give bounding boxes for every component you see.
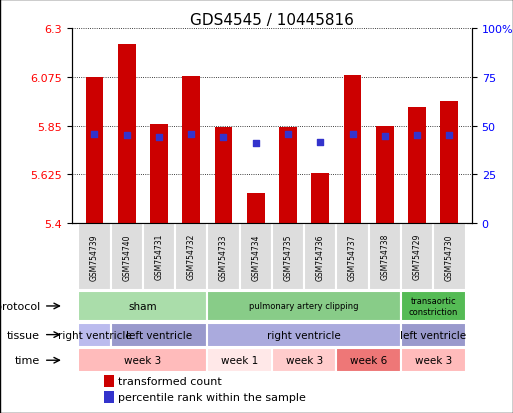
- Point: [155, 135, 163, 141]
- Text: percentile rank within the sample: percentile rank within the sample: [118, 392, 306, 402]
- Title: GDS4545 / 10445816: GDS4545 / 10445816: [190, 13, 354, 28]
- FancyBboxPatch shape: [207, 348, 272, 373]
- FancyBboxPatch shape: [207, 323, 401, 347]
- Text: week 6: week 6: [350, 355, 387, 366]
- FancyBboxPatch shape: [433, 223, 465, 290]
- Bar: [311, 174, 329, 223]
- Text: tissue: tissue: [7, 330, 40, 340]
- FancyBboxPatch shape: [369, 223, 401, 290]
- Text: GSM754733: GSM754733: [219, 233, 228, 280]
- Bar: [118, 45, 135, 223]
- Bar: [214, 127, 232, 223]
- FancyBboxPatch shape: [78, 323, 110, 347]
- FancyBboxPatch shape: [78, 291, 207, 321]
- Bar: [150, 125, 168, 223]
- FancyBboxPatch shape: [240, 223, 272, 290]
- Point: [90, 132, 98, 138]
- Text: right ventricle: right ventricle: [57, 330, 131, 340]
- Point: [252, 140, 260, 147]
- Text: GSM754739: GSM754739: [90, 233, 99, 280]
- Text: transaortic
constriction: transaortic constriction: [408, 297, 458, 316]
- FancyBboxPatch shape: [401, 223, 433, 290]
- FancyBboxPatch shape: [78, 348, 207, 373]
- Bar: [104, 391, 114, 403]
- Bar: [279, 127, 297, 223]
- Point: [187, 132, 195, 138]
- Text: week 3: week 3: [415, 355, 452, 366]
- FancyBboxPatch shape: [78, 223, 110, 290]
- Point: [123, 133, 131, 139]
- Text: GSM754732: GSM754732: [187, 233, 196, 280]
- Text: transformed count: transformed count: [118, 376, 222, 386]
- Text: pulmonary artery clipping: pulmonary artery clipping: [249, 302, 359, 311]
- Bar: [408, 108, 426, 223]
- FancyBboxPatch shape: [401, 291, 465, 321]
- FancyBboxPatch shape: [207, 223, 240, 290]
- FancyBboxPatch shape: [401, 348, 465, 373]
- Text: GSM754736: GSM754736: [316, 233, 325, 280]
- FancyBboxPatch shape: [175, 223, 207, 290]
- FancyBboxPatch shape: [110, 223, 143, 290]
- Point: [348, 132, 357, 138]
- Point: [381, 134, 389, 140]
- FancyBboxPatch shape: [272, 223, 304, 290]
- FancyBboxPatch shape: [337, 348, 401, 373]
- Text: week 3: week 3: [124, 355, 162, 366]
- Text: GSM754731: GSM754731: [154, 233, 164, 280]
- Text: left ventricle: left ventricle: [400, 330, 466, 340]
- Point: [413, 133, 421, 139]
- Text: GSM754738: GSM754738: [380, 233, 389, 280]
- FancyBboxPatch shape: [337, 223, 369, 290]
- Text: GSM754737: GSM754737: [348, 233, 357, 280]
- FancyBboxPatch shape: [110, 323, 207, 347]
- Bar: [104, 375, 114, 387]
- Point: [316, 139, 324, 146]
- Bar: [86, 78, 103, 223]
- Text: GSM754730: GSM754730: [445, 233, 454, 280]
- Text: GSM754740: GSM754740: [122, 233, 131, 280]
- Point: [220, 135, 228, 141]
- Point: [284, 132, 292, 138]
- Text: time: time: [14, 355, 40, 366]
- Point: [445, 133, 453, 139]
- Text: right ventricle: right ventricle: [267, 330, 341, 340]
- FancyBboxPatch shape: [401, 323, 465, 347]
- Text: protocol: protocol: [0, 301, 40, 311]
- Bar: [182, 76, 200, 223]
- Text: sham: sham: [128, 301, 157, 311]
- FancyBboxPatch shape: [207, 291, 401, 321]
- Text: week 3: week 3: [286, 355, 323, 366]
- Bar: [344, 76, 362, 223]
- Text: left ventricle: left ventricle: [126, 330, 192, 340]
- Bar: [247, 193, 265, 223]
- Bar: [441, 101, 458, 223]
- FancyBboxPatch shape: [304, 223, 337, 290]
- FancyBboxPatch shape: [272, 348, 337, 373]
- Text: GSM754735: GSM754735: [284, 233, 292, 280]
- Text: GSM754734: GSM754734: [251, 233, 260, 280]
- FancyBboxPatch shape: [143, 223, 175, 290]
- Bar: [376, 126, 393, 223]
- Text: week 1: week 1: [221, 355, 258, 366]
- Text: GSM754729: GSM754729: [412, 233, 422, 280]
